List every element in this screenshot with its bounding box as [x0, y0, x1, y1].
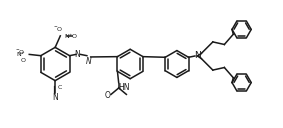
Text: N$^{+}$: N$^{+}$: [63, 32, 73, 41]
Text: $^{-}$O: $^{-}$O: [53, 25, 64, 33]
Text: N: N: [194, 51, 201, 61]
Text: HN: HN: [119, 83, 130, 92]
Text: $^{-}$O: $^{-}$O: [15, 48, 25, 56]
Text: O: O: [21, 58, 26, 63]
Text: N: N: [74, 50, 80, 59]
Text: N: N: [86, 57, 92, 66]
Text: N: N: [52, 93, 58, 102]
Text: N$^{+}$: N$^{+}$: [16, 50, 26, 59]
Text: O: O: [104, 90, 110, 100]
Text: C: C: [58, 85, 62, 90]
Text: O: O: [72, 34, 77, 39]
